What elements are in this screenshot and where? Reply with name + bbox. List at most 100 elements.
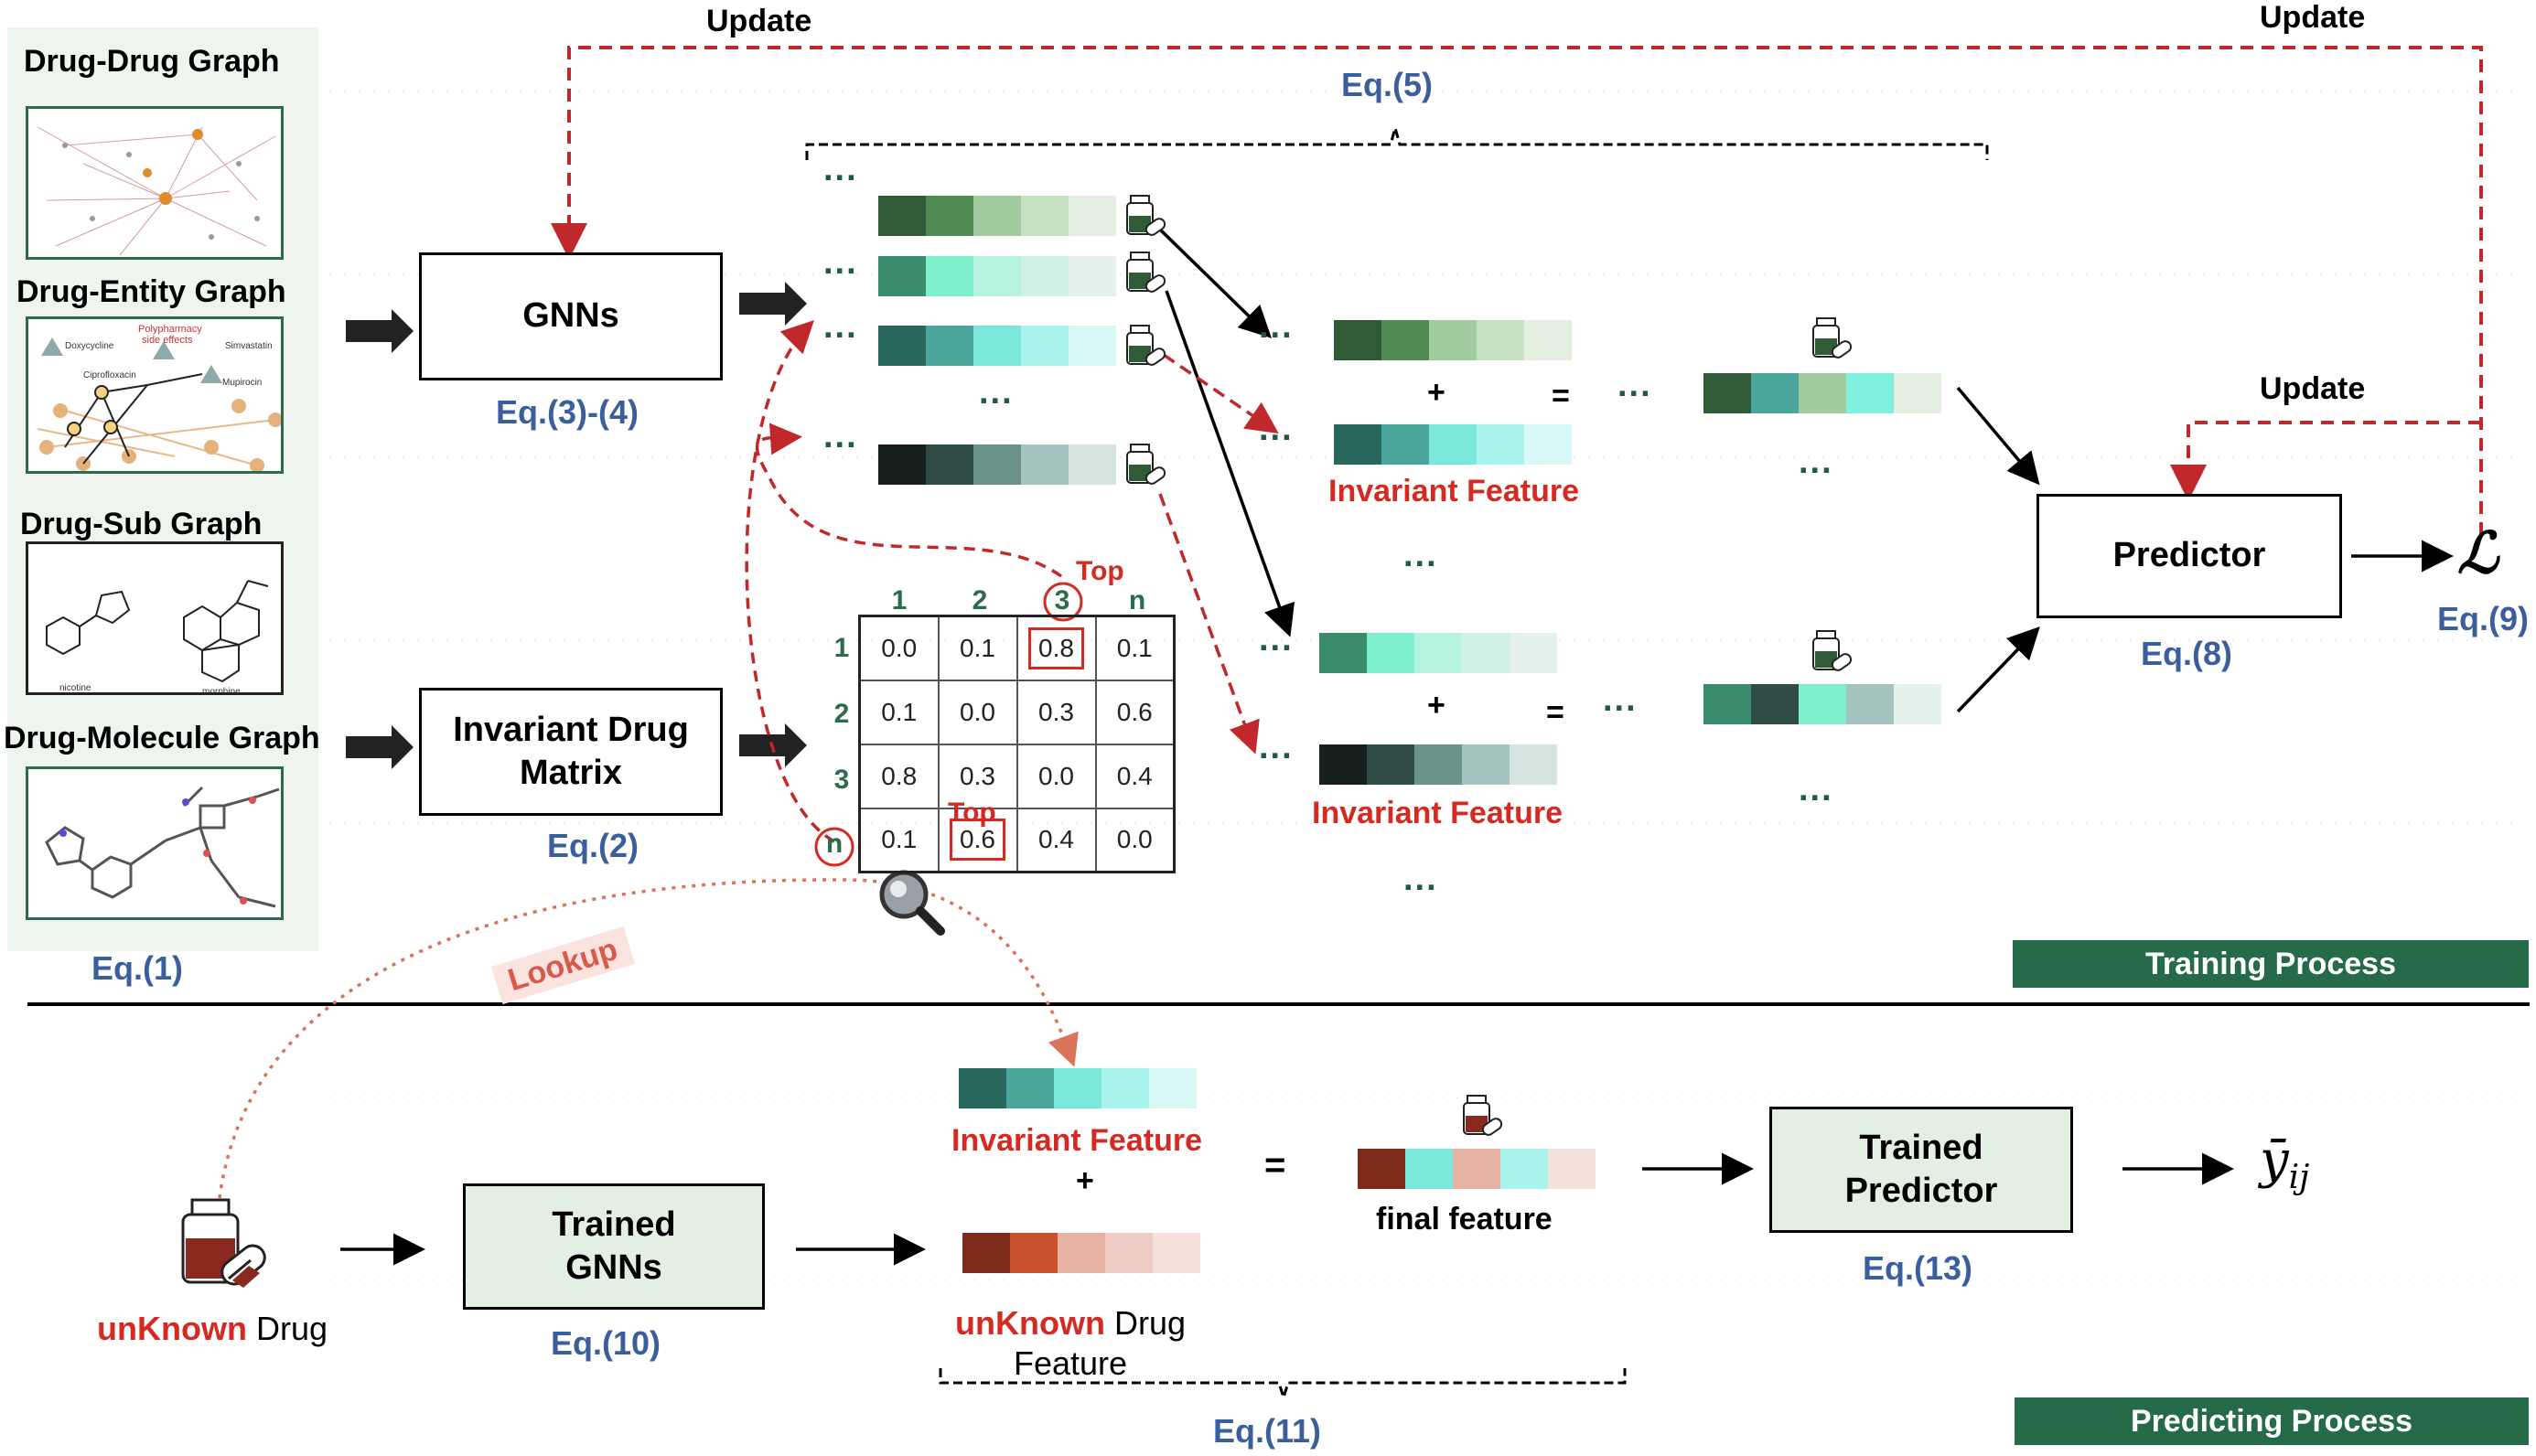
combo2-plus: + [1427, 688, 1445, 723]
combo2-invariant-feature [1319, 744, 1557, 785]
eq11-bracket [939, 1368, 1627, 1403]
gnns-box-label: GNNs [522, 296, 619, 336]
drug-feature-row-1 [878, 196, 1116, 236]
combo1-result-feature [1703, 373, 1941, 413]
drug-entity-graph-image: Polypharmacy side effects Doxycycline Si… [26, 316, 284, 474]
arrow-feat2-to-combo [1165, 290, 1295, 637]
unknown-drug-label: unKnown Drug [97, 1310, 328, 1348]
feature-dots-2: ... [823, 243, 858, 282]
unknown-word: unKnown [955, 1304, 1105, 1342]
matrix-row-header-1: 1 [833, 633, 850, 663]
trained-predictor-box[interactable]: Trained Predictor [1769, 1107, 2073, 1233]
unknown-drug-feature-label: unKnown Drug [955, 1304, 1186, 1343]
feature-dots-1: ... [823, 150, 858, 188]
sub-label-morphine: morphine [202, 687, 241, 695]
feature-dots-5: ... [823, 417, 858, 455]
matrix-cell: 0.3 [1015, 679, 1097, 745]
drug-sub-graph-image: nicotine morphine [26, 541, 284, 695]
invariant-matrix-table: 0.0 0.1 0.8 0.1 0.1 0.0 0.3 0.6 0.8 0.3 … [858, 615, 1176, 873]
predict-invariant-feature [959, 1068, 1197, 1108]
matrix-cell: 0.4 [1094, 743, 1176, 809]
combo2-result-feature [1703, 684, 1941, 724]
drug-feature-row-4 [878, 444, 1116, 485]
matrix-cell: 0.1 [858, 807, 940, 873]
matrix-row: 0.0 0.1 0.8 0.1 [858, 615, 1176, 681]
entity-label-ciprofloxacin: Ciprofloxacin [83, 370, 136, 380]
drug-pill-icon [1812, 317, 1853, 359]
drug-pill-icon [1126, 325, 1166, 366]
unknown-drug-feature [962, 1233, 1200, 1273]
entity-label-mupirocin: Mupirocin [222, 378, 262, 388]
matrix-row: 0.1 0.6 0.4 0.0 [858, 807, 1176, 873]
training-process-label: Training Process [2145, 946, 2396, 981]
combo-bottom-dots: ... [1403, 860, 1438, 898]
final-feature [1358, 1149, 1596, 1189]
trained-gnns-label-line1: Trained [552, 1204, 676, 1244]
matrix-row: 0.1 0.0 0.3 0.6 [858, 679, 1176, 745]
combo2-dots-c: ... [1603, 680, 1638, 719]
top-label-row-n: Top [948, 798, 996, 828]
trained-gnns-box[interactable]: Trained GNNs [463, 1183, 765, 1310]
combo1-dots-c: ... [1617, 366, 1652, 404]
unknown-drug-icon [181, 1198, 266, 1288]
combo2-dots-a: ... [1259, 620, 1294, 658]
drug-word: Drug [1113, 1304, 1186, 1342]
trained-predictor-label-line1: Trained [1859, 1128, 1983, 1167]
matrix-cell: 0.0 [1015, 743, 1097, 809]
matrix-cell: 0.1 [858, 679, 940, 745]
drug-molecule-graph-title: Drug-Molecule Graph [4, 721, 320, 755]
predictor-box[interactable]: Predictor [2036, 494, 2342, 618]
drug-feature-row-2 [878, 256, 1116, 296]
drug-entity-graph-title: Drug-Entity Graph [16, 274, 286, 309]
output-subscript: ij [2288, 1159, 2310, 1197]
combo1-plus: + [1427, 375, 1445, 410]
matrix-cell: 0.0 [937, 679, 1018, 745]
drug-pill-icon [1126, 252, 1166, 293]
update-label-right: Update [2260, 0, 2366, 35]
combo1-equals: = [1552, 379, 1570, 413]
entity-label-doxycycline: Doxycycline [65, 341, 114, 351]
update-label-top: Update [706, 4, 812, 38]
invariant-matrix-label-line2: Matrix [520, 754, 622, 792]
matrix-cell: 0.0 [858, 615, 940, 681]
combo1-invariant-feature [1334, 424, 1572, 465]
entity-label-simvastatin: Simvastatin [225, 341, 273, 351]
entity-label-side-effects: side effects [142, 335, 193, 346]
drug-molecule-graph-image [26, 766, 284, 920]
top-circle-row-n [814, 827, 854, 867]
loss-symbol: ℒ [2457, 519, 2498, 586]
predicting-process-badge: Predicting Process [2015, 1397, 2529, 1445]
drug-sub-graph-title: Drug-Sub Graph [20, 507, 263, 541]
invariant-matrix-label-line1: Invariant Drug [453, 710, 689, 749]
lookup-curve [218, 878, 1079, 1199]
arrow-feat3-to-invariant [1163, 353, 1279, 434]
drug-drug-graph-title: Drug-Drug Graph [24, 44, 280, 79]
combo1-dots-b: ... [1259, 410, 1294, 448]
invariant-drug-matrix-box[interactable]: Invariant Drug Matrix [419, 688, 723, 816]
curve-matrix-top3-to-feat [755, 423, 1063, 578]
trained-predictor-label-line2: Predictor [1844, 1172, 1998, 1210]
entity-label-polypharmacy: Polypharmacy [138, 324, 202, 335]
matrix-cell-highlight: 0.6 [937, 807, 1018, 873]
unknown-drug-feature-label-line2: Feature [1014, 1344, 1128, 1382]
eq2-label: Eq.(2) [547, 827, 639, 864]
arrow-combo1-to-predictor [1956, 386, 2040, 486]
combo1-dots-d: ... [1799, 443, 1833, 481]
combo2-dots-d: ... [1799, 770, 1833, 808]
matrix-cell: 0.1 [1094, 615, 1176, 681]
top-label-col3: Top [1076, 556, 1124, 586]
matrix-cell: 0.6 [1094, 679, 1176, 745]
predicting-process-label: Predicting Process [2130, 1403, 2412, 1439]
eq5-bracket [805, 123, 1989, 160]
magnifier-icon [879, 870, 945, 936]
eq5-label: Eq.(5) [1341, 66, 1434, 103]
gnns-box[interactable]: GNNs [419, 252, 723, 380]
feature-dots-4: ... [979, 373, 1014, 412]
final-feature-label: final feature [1376, 1202, 1553, 1237]
matrix-cell-highlight: 0.8 [1015, 615, 1097, 681]
combo2-drug-feature [1319, 633, 1557, 673]
output-symbol: ȳ [2260, 1130, 2289, 1190]
predict-plus: + [1076, 1163, 1094, 1198]
update-label-predictor: Update [2260, 371, 2366, 406]
unknown-word: unKnown [97, 1310, 247, 1347]
